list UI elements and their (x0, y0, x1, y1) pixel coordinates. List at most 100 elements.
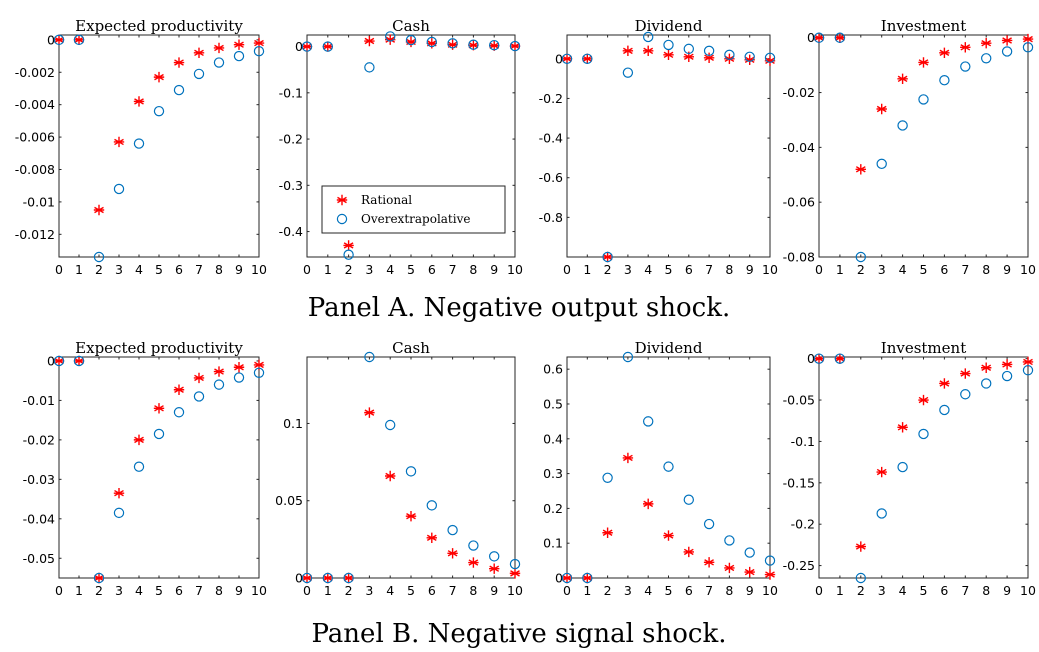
rational-point (93, 204, 105, 216)
rational-point (426, 38, 437, 49)
panel-a-dividend-frame (566, 34, 771, 258)
rational-point (93, 572, 105, 584)
overextrapolative-point (643, 416, 654, 427)
overextrapolative-point (426, 36, 437, 48)
x-tick-label: 4 (644, 583, 652, 598)
rational-point (322, 41, 333, 52)
overextrapolative-point (622, 351, 634, 363)
overextrapolative-point (981, 53, 992, 64)
rational-point (73, 355, 85, 367)
legend-box (321, 185, 506, 234)
x-tick-label: 7 (705, 583, 713, 598)
rational-point (364, 35, 375, 47)
x-tick-label: 1 (583, 262, 591, 277)
x-tick-label: 5 (665, 583, 673, 598)
y-tick-label: -0.05 (783, 393, 815, 408)
rational-point (939, 47, 950, 59)
x-tick-label: 2 (95, 262, 103, 277)
y-tick-label: -0.006 (15, 130, 55, 145)
x-tick-label: 7 (195, 262, 203, 277)
rational-point (744, 54, 755, 65)
y-tick-label: 0.1 (543, 536, 563, 551)
y-tick-label: 0 (555, 571, 563, 586)
overextrapolative-point (405, 34, 417, 46)
rational-point (133, 96, 145, 107)
y-tick-label: -0.03 (23, 472, 55, 487)
rational-point (113, 487, 125, 499)
overextrapolative-point (113, 183, 125, 195)
overextrapolative-point (468, 39, 479, 50)
y-tick-label: -0.4 (279, 224, 303, 239)
x-tick-label: 6 (428, 262, 436, 277)
x-tick-label: 1 (75, 583, 83, 598)
rational-point (703, 52, 715, 63)
y-tick-label: -0.02 (783, 85, 815, 100)
panel-a-investment-frame (818, 34, 1029, 258)
overextrapolative-point (193, 68, 205, 80)
overextrapolative-point (93, 251, 105, 263)
rational-point (643, 498, 654, 510)
overextrapolative-point (426, 500, 437, 511)
y-tick-label: -0.02 (23, 432, 55, 447)
x-tick-label: 10 (251, 262, 267, 277)
rational-point (683, 546, 694, 558)
overextrapolative-point (133, 138, 145, 149)
y-tick-label: 0.3 (543, 466, 563, 481)
rational-point (447, 548, 458, 559)
panel-a-expected-productivity-frame (58, 34, 260, 258)
overextrapolative-point (582, 572, 593, 584)
x-tick-label: 4 (135, 583, 143, 598)
y-tick-label: -0.3 (279, 178, 303, 193)
overextrapolative-point (703, 518, 715, 530)
overextrapolative-point (834, 353, 846, 364)
overextrapolative-point (343, 572, 354, 584)
rational-point (602, 251, 613, 263)
x-tick-label: 6 (940, 262, 948, 277)
x-tick-label: 1 (324, 262, 332, 277)
x-tick-label: 4 (899, 262, 907, 277)
y-tick-label: -0.1 (791, 434, 815, 449)
overextrapolative-point (602, 251, 613, 263)
y-tick-label: 0 (807, 30, 815, 45)
x-tick-label: 5 (665, 262, 673, 277)
overextrapolative-point (960, 389, 971, 400)
overextrapolative-point (193, 391, 205, 402)
x-tick-label: 0 (563, 583, 571, 598)
rational-point (643, 45, 654, 57)
rational-point (939, 378, 950, 389)
x-tick-label: 1 (836, 262, 844, 277)
y-tick-label: -0.25 (783, 558, 815, 573)
rational-point (153, 403, 165, 414)
panel-b-cash-series-overextrapolative (301, 351, 521, 584)
rational-point (509, 40, 521, 52)
rational-point (703, 557, 715, 568)
rational-point (561, 572, 573, 584)
overextrapolative-point (73, 34, 85, 46)
panel-b-cash-title: Cash (392, 339, 430, 357)
rational-point (253, 359, 265, 371)
x-tick-label: 10 (507, 262, 523, 277)
panel-a-cash-title: Cash (392, 17, 430, 35)
x-tick-label: 7 (961, 262, 969, 277)
x-tick-label: 1 (324, 583, 332, 598)
x-tick-label: 8 (982, 583, 990, 598)
rational-point (1022, 33, 1034, 45)
rational-point (385, 34, 396, 45)
panel-b-cash-series-rational (301, 407, 521, 584)
rational-point (153, 71, 165, 83)
overextrapolative-point (683, 494, 695, 505)
panel-b-expected-productivity-frame (58, 356, 260, 579)
y-tick-label: -0.04 (23, 511, 55, 526)
y-tick-label: -0.15 (783, 475, 815, 490)
rational-point (918, 57, 929, 68)
overextrapolative-point (509, 558, 521, 570)
x-tick-label: 10 (1020, 262, 1036, 277)
rational-point (113, 136, 125, 148)
rational-point (1001, 359, 1013, 370)
rational-point (813, 32, 825, 43)
overextrapolative-point (1001, 370, 1013, 382)
x-tick-label: 3 (624, 262, 632, 277)
